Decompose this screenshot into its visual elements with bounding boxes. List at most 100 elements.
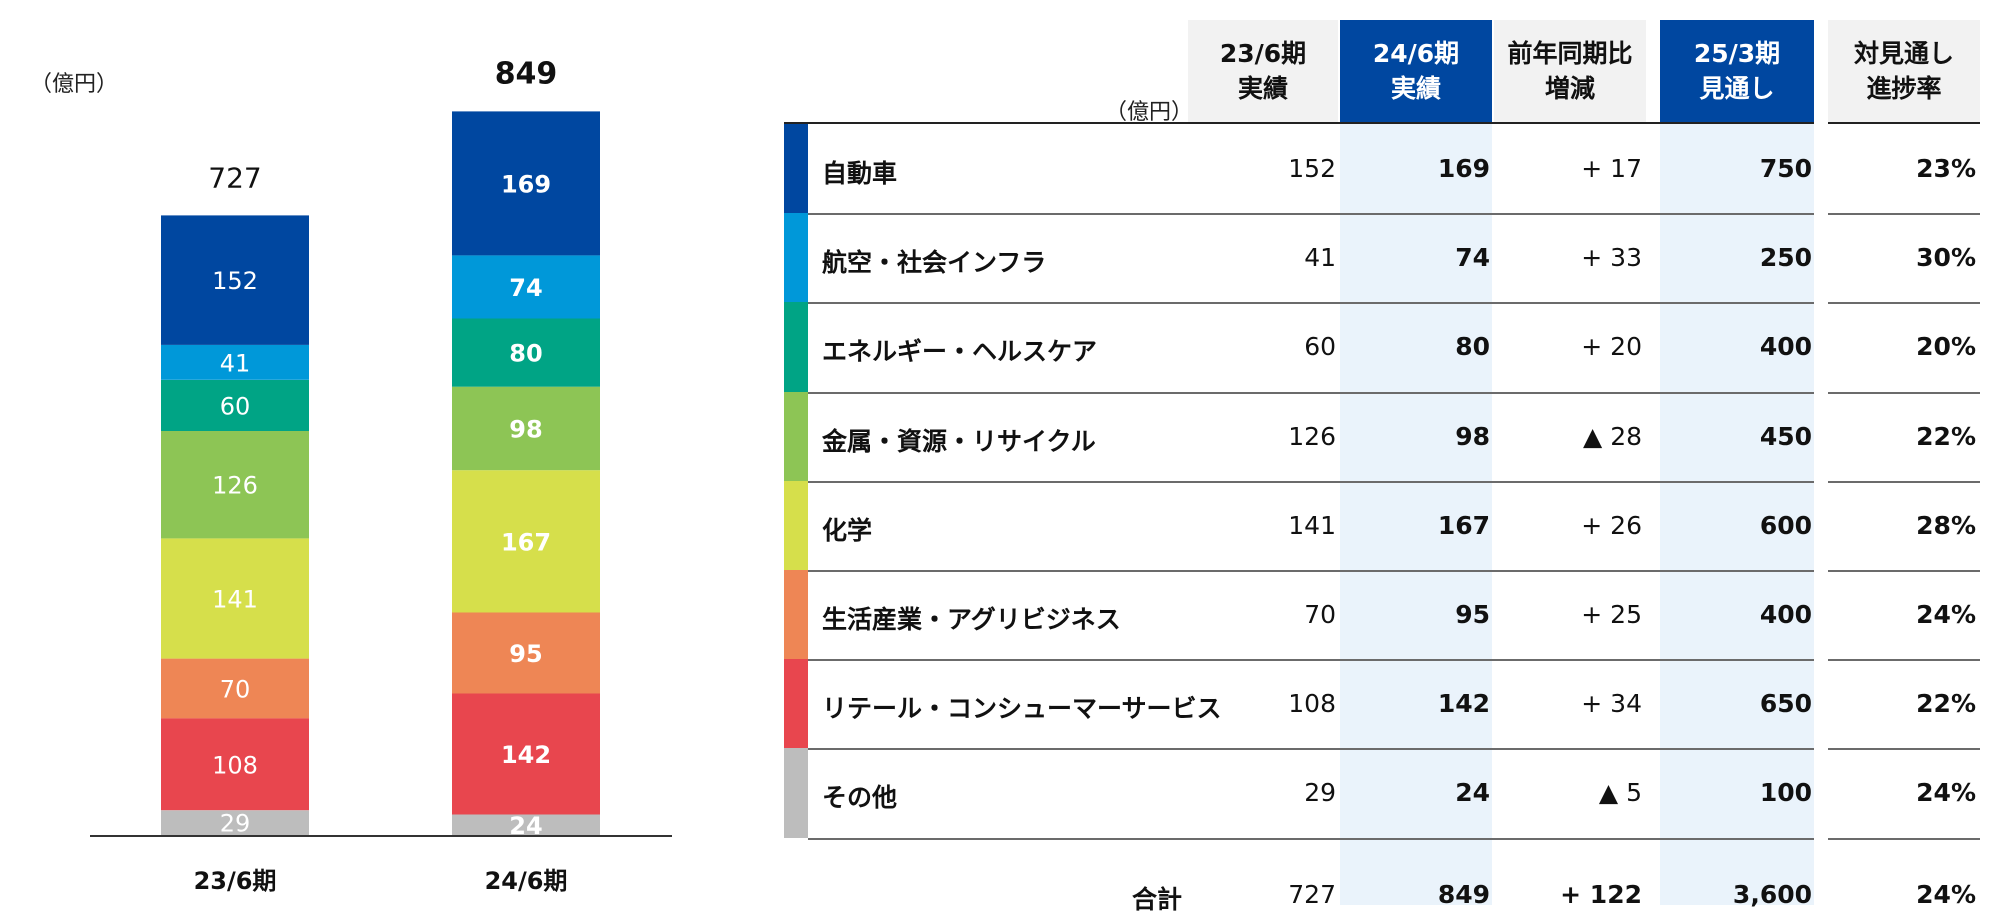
table-unit-label: （億円）	[1105, 100, 1194, 125]
table-rule	[1828, 391, 1980, 394]
bar-data-label: 80	[509, 340, 542, 368]
bar-segment	[452, 386, 600, 471]
table-cell: 600	[1759, 510, 1812, 540]
table-cell: 98	[1455, 421, 1490, 451]
table-rule	[1828, 570, 1980, 572]
table-rule	[1828, 122, 1980, 124]
bar-data-label: 108	[212, 751, 258, 779]
row-label: 航空・社会インフラ	[822, 248, 1047, 278]
table-cell: 400	[1759, 332, 1812, 362]
table-rule	[1660, 122, 1814, 124]
bar-data-label: 141	[212, 586, 258, 614]
table-rule	[808, 570, 1660, 572]
header-yoy-change: 前年同期比 増減	[1494, 20, 1646, 122]
table-cell: 167	[1437, 510, 1490, 540]
table-cell: + 33	[1581, 243, 1642, 273]
table-rule	[1828, 480, 1980, 483]
bar-segment	[452, 255, 600, 319]
total-cell: 849	[1437, 879, 1490, 909]
bar-segment	[161, 810, 309, 835]
table-cell: + 34	[1581, 689, 1642, 719]
table-rule	[1660, 302, 1814, 305]
x-category-label: 23/6期	[194, 867, 277, 895]
table-cell: 23%	[1916, 154, 1976, 183]
header-24-6-actual: 24/6期 実績	[1340, 20, 1492, 122]
row-color-swatch	[784, 302, 808, 392]
bar-segment	[161, 431, 309, 539]
row-label: 化学	[822, 515, 873, 545]
bar-segment	[452, 693, 600, 815]
table-cell: 141	[1288, 510, 1336, 540]
table-cell: 29	[1304, 778, 1336, 808]
stacked-bar-chart: 2910870141126604115272723/6期241429516798…	[90, 56, 672, 895]
bar-total-label: 849	[495, 56, 558, 91]
table-cell: 41	[1304, 243, 1336, 273]
row-color-swatch	[784, 748, 808, 838]
total-cell: 24%	[1916, 879, 1976, 909]
table-cell: 169	[1437, 154, 1490, 183]
row-color-swatch	[784, 124, 808, 214]
table-cell: 22%	[1916, 421, 1976, 451]
row-color-swatch	[784, 391, 808, 481]
table-cell: 74	[1455, 243, 1490, 273]
table-cell: 152	[1288, 154, 1336, 183]
row-label: その他	[822, 783, 898, 813]
row-label: リテール・コンシューマーサービス	[822, 694, 1222, 724]
table-rule	[808, 391, 1660, 394]
row-color-swatch	[784, 570, 808, 660]
table-cell: 80	[1455, 332, 1490, 362]
row-color-swatch	[784, 213, 808, 303]
table-cell: + 20	[1581, 332, 1642, 362]
col-shade-25-3	[1660, 122, 1814, 905]
bar-data-label: 70	[220, 675, 251, 703]
row-label: 金属・資源・リサイクル	[822, 426, 1096, 456]
bar-data-label: 95	[509, 640, 542, 668]
table-cell: 60	[1304, 332, 1336, 362]
table-rule	[1828, 659, 1980, 662]
row-label: 生活産業・アグリビジネス	[822, 605, 1121, 634]
header-25-3-forecast: 25/3期 見通し	[1660, 20, 1814, 122]
chart-unit-label: （億円）	[30, 72, 119, 97]
table-cell: ▲ 28	[1583, 421, 1642, 451]
table-cell: 24%	[1916, 600, 1976, 629]
bar-data-label: 41	[220, 349, 251, 377]
bar-data-label: 167	[501, 528, 551, 556]
table-rule	[808, 659, 1660, 662]
table-cell: 450	[1759, 421, 1812, 451]
x-category-label: 24/6期	[485, 867, 568, 895]
table-rule	[1660, 570, 1814, 572]
table-rule	[1828, 837, 1980, 840]
bar-data-label: 142	[501, 741, 551, 769]
bar-segment	[452, 612, 600, 694]
bar-data-label: 169	[501, 170, 551, 198]
table-cell: + 25	[1581, 600, 1642, 629]
bar-data-label: 152	[212, 267, 258, 295]
table-cell: 142	[1437, 689, 1490, 719]
table-cell: 126	[1288, 421, 1336, 451]
table-cell: + 17	[1581, 154, 1642, 183]
bar-segment	[452, 111, 600, 256]
table-cell: 24	[1455, 778, 1490, 808]
table-rule	[808, 748, 1660, 751]
col-shade-24-6	[1340, 122, 1492, 905]
bar-segment	[161, 215, 309, 345]
table-cell: + 26	[1581, 510, 1642, 540]
table-rule	[784, 122, 1660, 124]
table-cell: 28%	[1916, 510, 1976, 540]
bar-segment	[161, 538, 309, 659]
table-cell: ▲ 5	[1598, 778, 1642, 808]
table-rule	[1828, 748, 1980, 751]
table-rule	[808, 480, 1660, 483]
table-cell: 100	[1759, 778, 1812, 808]
row-label: 自動車	[822, 159, 898, 188]
table-cell: 400	[1759, 600, 1812, 629]
header-progress-rate: 対見通し 進捗率	[1828, 20, 1980, 122]
row-color-swatch	[784, 659, 808, 749]
table-cell: 650	[1759, 689, 1812, 719]
bar-segment	[452, 470, 600, 613]
table-rule	[1660, 213, 1814, 216]
table-rule	[808, 213, 1660, 216]
table-cell: 250	[1759, 243, 1812, 273]
table-cell: 108	[1288, 689, 1336, 719]
bar-data-label: 126	[212, 472, 258, 500]
